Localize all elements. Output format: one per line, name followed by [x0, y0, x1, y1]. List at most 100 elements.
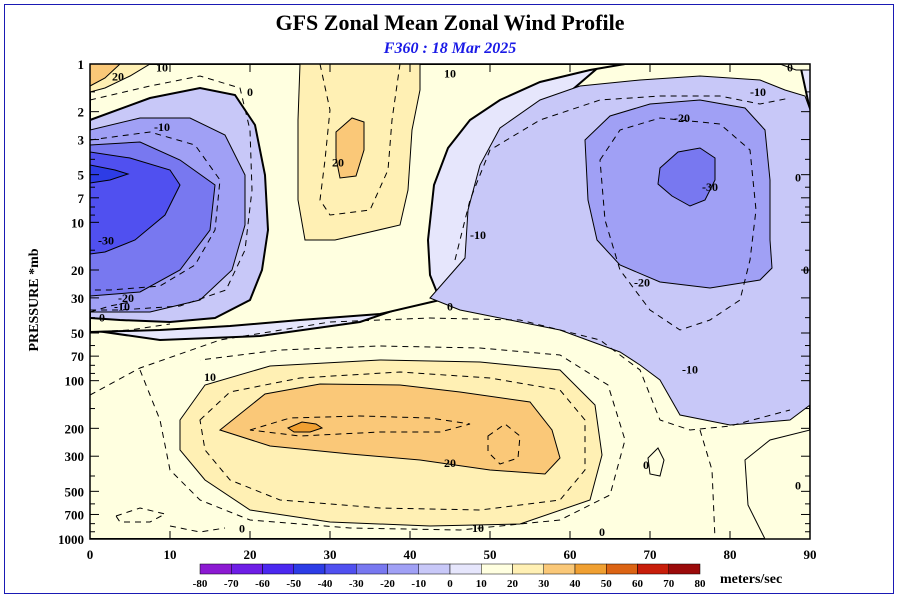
- positive-20-region-upper: [335, 117, 365, 179]
- positive-20-corner-region: [90, 64, 121, 87]
- chart-frame: [4, 4, 894, 594]
- colorbar-label: -60: [255, 578, 270, 590]
- contour-label: 0: [447, 299, 453, 313]
- dashed-contour: [454, 95, 791, 261]
- dashed-contour: [199, 371, 586, 511]
- dashed-contour: [699, 429, 716, 539]
- colorbar-swatch: [324, 563, 357, 575]
- y-tick-label: 700: [65, 507, 85, 522]
- dashed-contour: [249, 415, 471, 437]
- colorbar-swatch: [668, 563, 701, 575]
- x-tick-label: 90: [804, 547, 817, 562]
- contour-label: 20: [444, 456, 456, 470]
- dashed-contour: [115, 507, 167, 523]
- y-tick-label: 200: [65, 421, 85, 436]
- colorbar-label: 10: [476, 578, 488, 590]
- colorbar-swatch: [606, 563, 638, 575]
- dashed-contour: [599, 117, 757, 331]
- x-tick-label: 40: [404, 547, 417, 562]
- colorbar-swatch: [449, 563, 482, 575]
- colorbar-swatch: [387, 563, 419, 575]
- dashed-contour: [90, 75, 253, 311]
- y-tick-label: 70: [71, 349, 84, 364]
- y-axis-label: PRESSURE *mb: [27, 248, 42, 351]
- y-tick-label: 30: [71, 291, 84, 306]
- x-tick-label: 50: [484, 547, 497, 562]
- colorbar-label: -40: [318, 578, 333, 590]
- dashed-contour: [139, 345, 626, 531]
- chart-title: GFS Zonal Mean Zonal Wind Profile: [275, 10, 624, 35]
- y-tick-label: 20: [71, 263, 84, 278]
- chart-subtitle: F360 : 18 Mar 2025: [383, 40, 516, 57]
- colorbar-label: 80: [695, 578, 707, 590]
- contour-label: -20: [634, 276, 650, 290]
- dashed-contour: [319, 64, 401, 216]
- colorbar-swatch: [356, 563, 388, 575]
- colorbar-swatch: [262, 563, 294, 575]
- y-tick-label: 7: [78, 191, 85, 206]
- contour-label: 0: [239, 522, 245, 536]
- negative-30-region-right: [657, 147, 716, 207]
- colorbar-label: 40: [570, 578, 582, 590]
- positive-20-region-lower: [218, 383, 561, 475]
- x-tick-label: 10: [164, 547, 177, 562]
- x-axis-ticks: 0 10 20 30 40 50 60 70 80 90: [87, 64, 817, 562]
- colorbar-label: -10: [411, 578, 426, 590]
- contour-label: -10: [750, 85, 766, 99]
- contour-label: 20: [332, 156, 344, 170]
- colorbar-swatch: [418, 563, 451, 575]
- colorbar-swatch: [637, 563, 669, 575]
- y-tick-label: 1: [78, 57, 85, 72]
- colorbar-label: 60: [632, 578, 644, 590]
- contour-label: -10: [154, 120, 170, 134]
- colorbar-swatch: [231, 563, 263, 575]
- y-tick-label: 500: [65, 484, 85, 499]
- dashed-contour: [90, 131, 221, 291]
- x-tick-label: 80: [724, 547, 737, 562]
- x-tick-label: 60: [564, 547, 577, 562]
- contour-label: 10: [472, 521, 484, 535]
- colorbar-label: 70: [663, 578, 675, 590]
- colorbar-label: -80: [193, 578, 208, 590]
- y-tick-label: 50: [71, 326, 84, 341]
- x-tick-label: 70: [644, 547, 657, 562]
- contour-label: -30: [98, 233, 114, 247]
- colorbar-swatch: [293, 563, 326, 575]
- dashed-contours: [90, 64, 791, 539]
- contour-label: 0: [247, 85, 253, 99]
- contour-label: 10: [204, 370, 216, 384]
- colorbar-swatch: [512, 563, 544, 575]
- contour-label: -20: [674, 111, 690, 125]
- colorbar-label: -70: [224, 578, 239, 590]
- dashed-contour: [90, 301, 131, 313]
- colorbar-units: meters/sec: [720, 572, 782, 587]
- small-positive-region-right: [647, 447, 665, 477]
- y-tick-label: 2: [78, 105, 85, 120]
- plot-area: 201001020-10-30-20-1000-10-20-10-30-20-1…: [90, 60, 810, 539]
- dashed-contour: [169, 525, 226, 533]
- colorbar: -80 -70 -60 -50 -40 -30 -20 -10 0 10 20 30 40 50 60 70 8…: [193, 563, 707, 590]
- positive-region-right-edge: [744, 429, 810, 539]
- x-tick-label: 30: [324, 547, 337, 562]
- contour-label: 10: [156, 60, 168, 74]
- contour-label: -20: [118, 291, 134, 305]
- x-tick-label: 20: [244, 547, 257, 562]
- y-tick-label: 3: [78, 133, 85, 148]
- contour-label: 0: [99, 311, 105, 325]
- positive-30-region-lower: [286, 421, 324, 433]
- y-tick-label: 300: [65, 449, 85, 464]
- contour-labels: 201001020-10-30-20-1000-10-20-10-30-20-1…: [98, 60, 809, 539]
- contour-label: -30: [702, 180, 718, 194]
- colorbar-swatch: [199, 563, 232, 575]
- colorbar-label: -20: [380, 578, 395, 590]
- contour-label: 0: [795, 479, 801, 493]
- colorbar-label: -50: [286, 578, 301, 590]
- colorbar-label: 50: [601, 578, 613, 590]
- y-tick-label: 1000: [58, 532, 84, 547]
- colorbar-label: 30: [538, 578, 550, 590]
- colorbar-swatch: [481, 563, 513, 575]
- contour-label: 0: [643, 458, 649, 472]
- contour-label: 0: [599, 525, 605, 539]
- negative-50-region-left: [90, 164, 130, 184]
